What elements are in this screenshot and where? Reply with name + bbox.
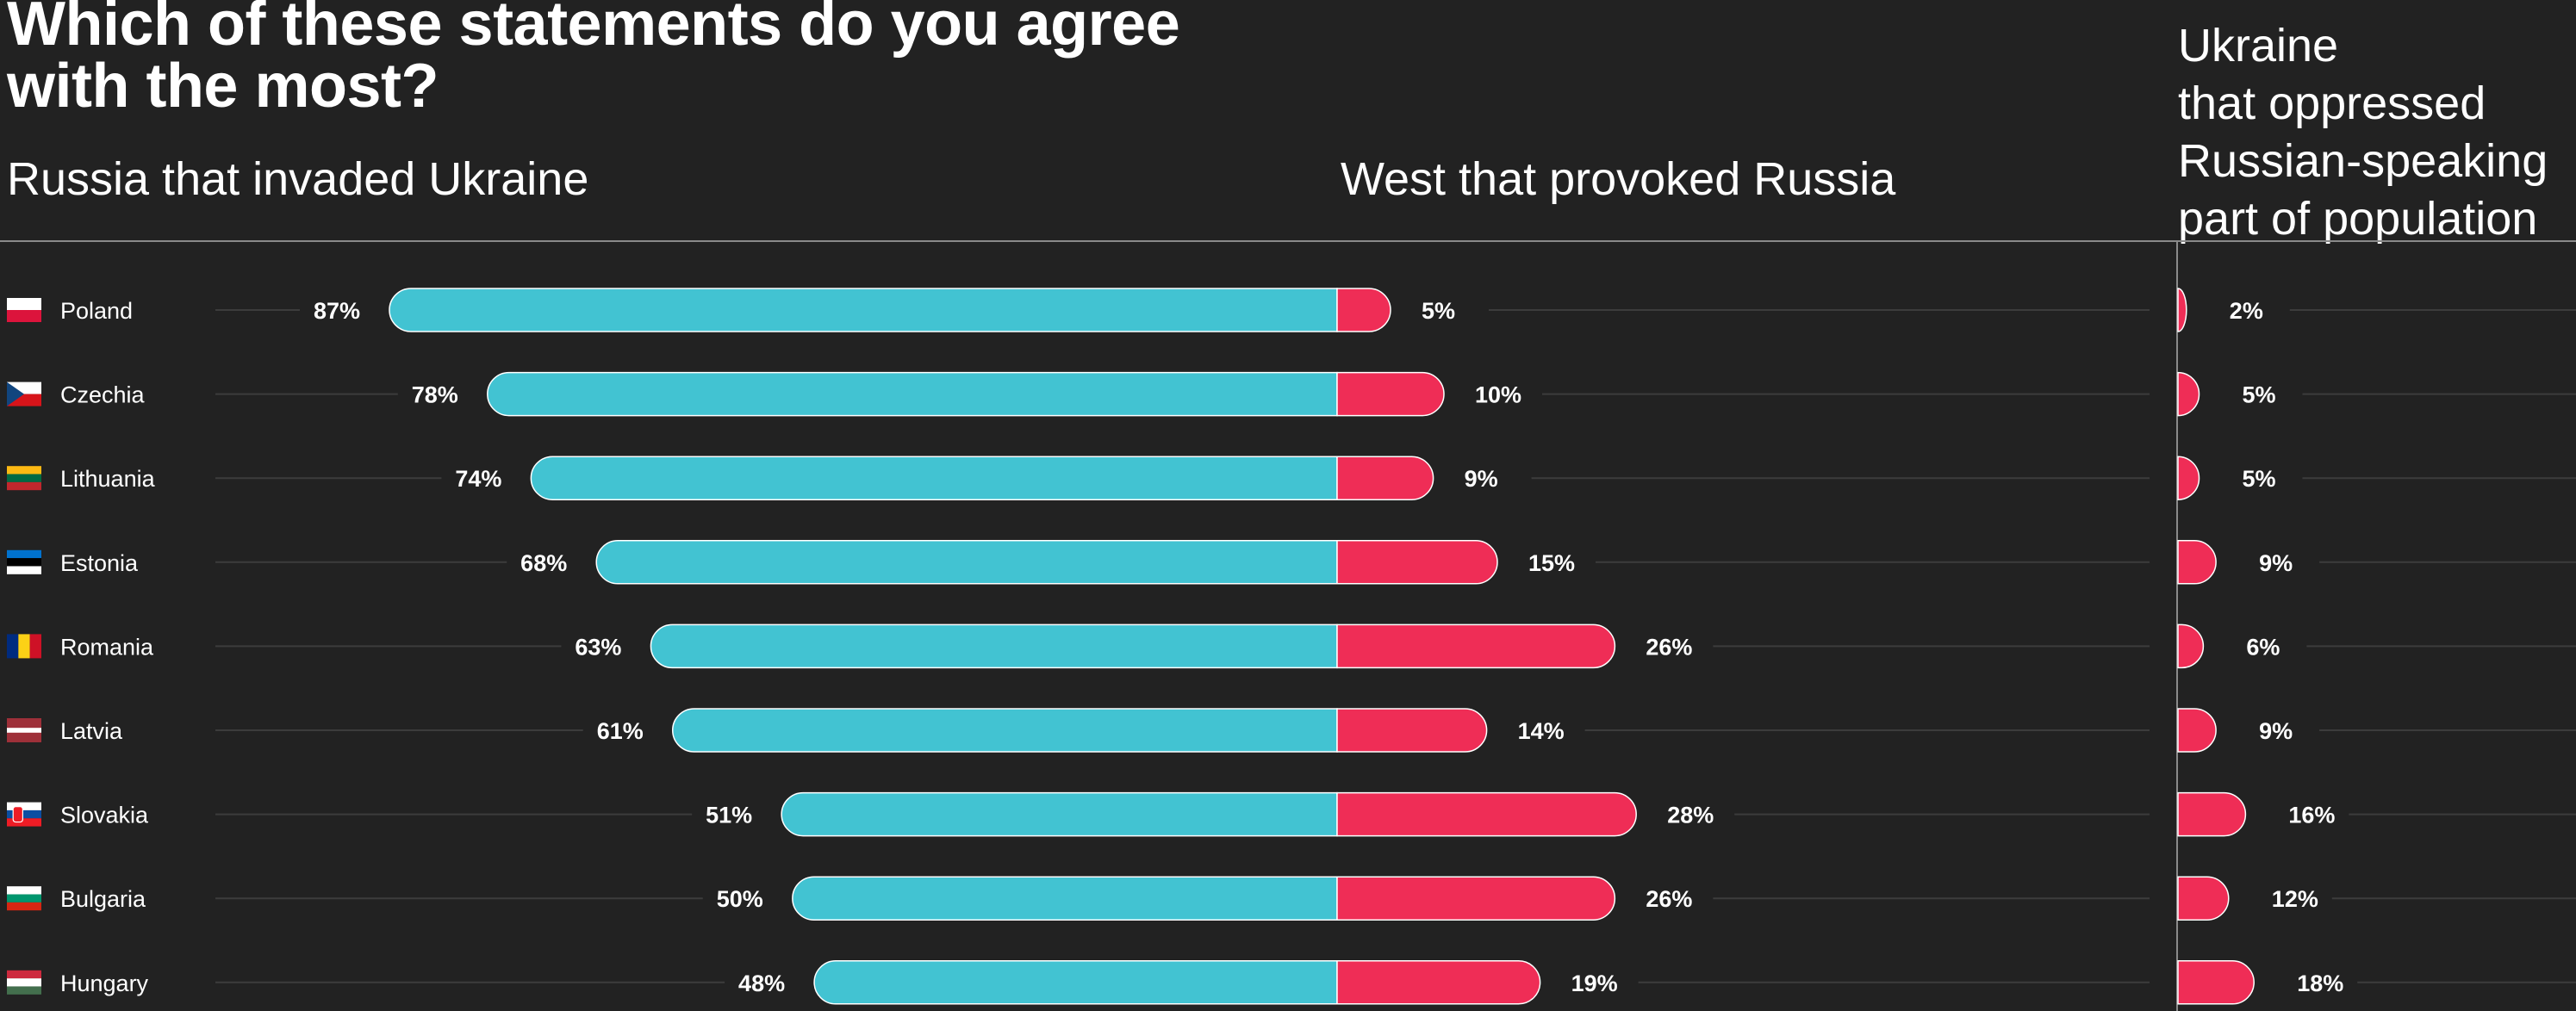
value-label-russia-poland: 87% bbox=[314, 298, 360, 324]
slovakia-flag-icon bbox=[7, 802, 41, 827]
value-label-ukraine-czechia: 5% bbox=[2243, 382, 2276, 408]
value-label-ukraine-poland: 2% bbox=[2230, 298, 2263, 324]
bar-russia-invaded-bulgaria bbox=[792, 876, 1338, 921]
bar-russia-invaded-czechia bbox=[487, 371, 1338, 417]
country-label-czechia: Czechia bbox=[60, 382, 146, 408]
value-label-west-lithuania: 9% bbox=[1465, 466, 1498, 492]
poland-flag-icon bbox=[7, 298, 41, 322]
value-label-west-romania: 26% bbox=[1646, 634, 1692, 660]
bar-west-provoked-latvia bbox=[1336, 708, 1488, 753]
country-label-slovakia: Slovakia bbox=[60, 803, 149, 828]
bulgaria-flag-icon bbox=[7, 886, 41, 911]
country-label-lithuania: Lithuania bbox=[60, 466, 156, 492]
country-label-romania: Romania bbox=[60, 634, 154, 660]
value-label-west-bulgaria: 26% bbox=[1646, 886, 1692, 912]
value-label-west-poland: 5% bbox=[1422, 298, 1455, 324]
bar-west-provoked-slovakia bbox=[1336, 791, 1637, 837]
bar-west-provoked-czechia bbox=[1336, 371, 1445, 417]
column-header-west: West that provoked Russia bbox=[1341, 153, 1896, 205]
bar-ukraine-oppressed-poland bbox=[2177, 288, 2187, 332]
bar-ukraine-oppressed-czechia bbox=[2177, 371, 2200, 417]
bar-ukraine-oppressed-bulgaria bbox=[2177, 876, 2230, 921]
bar-ukraine-oppressed-latvia bbox=[2177, 708, 2217, 753]
latvia-flag-icon bbox=[7, 718, 41, 742]
column-header-russia: Russia that invaded Ukraine bbox=[7, 153, 589, 205]
value-label-russia-romania: 63% bbox=[575, 634, 621, 660]
value-label-russia-hungary: 48% bbox=[738, 971, 785, 996]
bar-ukraine-oppressed-romania bbox=[2177, 623, 2205, 669]
value-label-west-hungary: 19% bbox=[1571, 971, 1618, 996]
bar-west-provoked-bulgaria bbox=[1336, 876, 1616, 921]
column-header-ukraine: Ukraine that oppressed Russian-speaking … bbox=[2178, 17, 2574, 248]
country-label-bulgaria: Bulgaria bbox=[60, 886, 146, 912]
country-label-poland: Poland bbox=[60, 298, 133, 324]
column-divider bbox=[2176, 240, 2178, 1011]
value-label-russia-bulgaria: 50% bbox=[717, 886, 763, 912]
bar-west-provoked-lithuania bbox=[1336, 456, 1434, 500]
column-header-ukraine-line-1: Ukraine bbox=[2178, 20, 2339, 71]
czechia-flag-icon bbox=[7, 381, 41, 406]
value-label-ukraine-slovakia: 16% bbox=[2288, 803, 2335, 828]
value-label-ukraine-latvia: 9% bbox=[2259, 718, 2293, 744]
bar-ukraine-oppressed-slovakia bbox=[2177, 791, 2247, 837]
value-label-ukraine-lithuania: 5% bbox=[2243, 466, 2276, 492]
hungary-flag-icon bbox=[7, 970, 41, 995]
bar-west-provoked-hungary bbox=[1336, 960, 1541, 1005]
chart-title: Which of these statements do you agree w… bbox=[7, 0, 1180, 121]
value-label-west-czechia: 10% bbox=[1475, 382, 1521, 408]
bar-russia-invaded-poland bbox=[389, 288, 1338, 332]
value-label-russia-czechia: 78% bbox=[412, 382, 458, 408]
bar-ukraine-oppressed-estonia bbox=[2177, 540, 2217, 585]
value-label-west-slovakia: 28% bbox=[1667, 803, 1714, 828]
romania-flag-icon bbox=[7, 634, 41, 659]
bar-russia-invaded-romania bbox=[650, 623, 1338, 669]
bar-ukraine-oppressed-hungary bbox=[2177, 960, 2255, 1005]
value-label-west-latvia: 14% bbox=[1518, 718, 1565, 744]
value-label-ukraine-bulgaria: 12% bbox=[2272, 886, 2318, 912]
value-label-ukraine-hungary: 18% bbox=[2297, 971, 2343, 996]
lithuania-flag-icon bbox=[7, 466, 41, 491]
country-label-hungary: Hungary bbox=[60, 971, 149, 996]
country-label-latvia: Latvia bbox=[60, 718, 123, 744]
estonia-flag-icon bbox=[7, 549, 41, 574]
bar-russia-invaded-slovakia bbox=[781, 791, 1338, 837]
bar-russia-invaded-lithuania bbox=[530, 456, 1338, 500]
bar-ukraine-oppressed-lithuania bbox=[2177, 456, 2200, 500]
value-label-ukraine-estonia: 9% bbox=[2259, 550, 2293, 576]
value-label-ukraine-romania: 6% bbox=[2246, 634, 2280, 660]
bar-west-provoked-romania bbox=[1336, 623, 1616, 669]
column-header-ukraine-line-3: Russian-speaking bbox=[2178, 134, 2548, 187]
bar-west-provoked-poland bbox=[1336, 288, 1391, 332]
value-label-west-estonia: 15% bbox=[1528, 550, 1575, 576]
value-label-russia-slovakia: 51% bbox=[706, 803, 752, 828]
column-header-ukraine-line-4: part of population bbox=[2178, 192, 2538, 245]
value-label-russia-latvia: 61% bbox=[597, 718, 644, 744]
bar-russia-invaded-estonia bbox=[595, 540, 1338, 585]
header-divider bbox=[0, 240, 2576, 242]
bar-russia-invaded-latvia bbox=[672, 708, 1338, 753]
bar-russia-invaded-hungary bbox=[813, 960, 1338, 1005]
column-header-ukraine-line-2: that oppressed bbox=[2178, 77, 2486, 129]
bar-west-provoked-estonia bbox=[1336, 540, 1498, 585]
value-label-russia-estonia: 68% bbox=[520, 550, 567, 576]
country-label-estonia: Estonia bbox=[60, 550, 139, 576]
value-label-russia-lithuania: 74% bbox=[455, 466, 501, 492]
